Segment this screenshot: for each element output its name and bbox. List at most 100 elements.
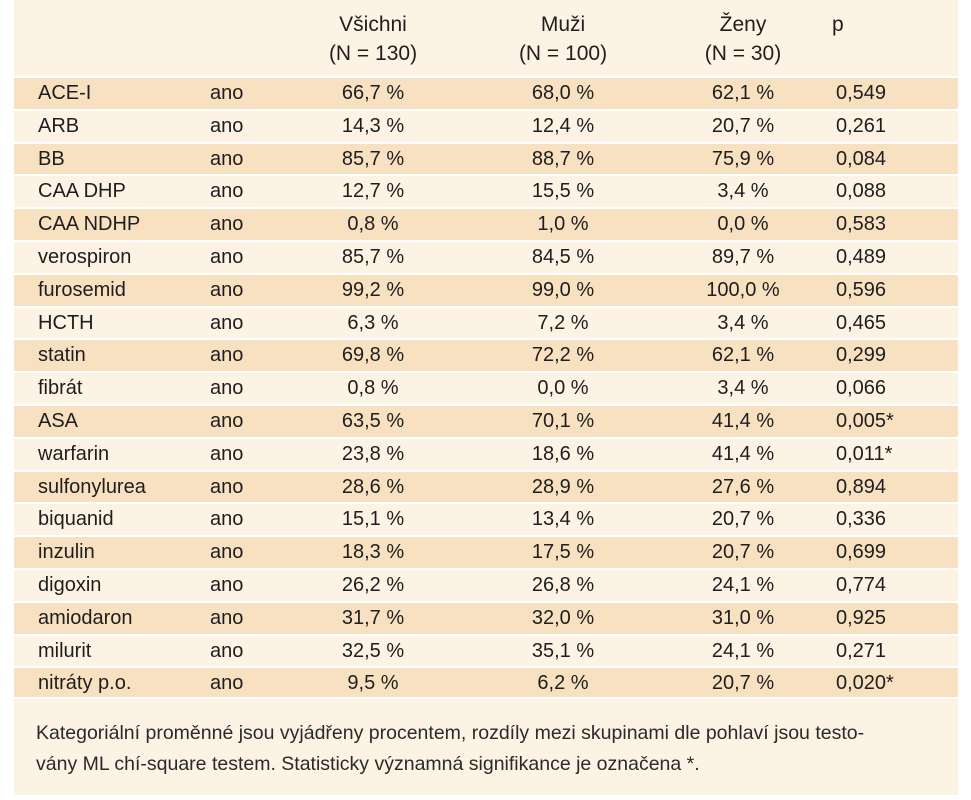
row-answer: ano [210, 82, 244, 104]
footnote-line-1: Kategoriální proměnné jsou vyjádřeny pro… [36, 722, 865, 744]
row-women-value: 24,1 % [711, 639, 775, 662]
row-men-value: 32,0 % [531, 606, 595, 629]
row-women-value: 0,0 % [717, 213, 769, 236]
row-all-value: 85,7 % [341, 245, 405, 268]
table-row: HCTH ano 6,3 % 7,2 % 3,4 % 0,465 [14, 305, 958, 339]
table-row: ASA ano 63,5 % 70,1 % 41,4 % 0,005* [14, 403, 958, 437]
row-answer: ano [210, 213, 244, 236]
row-women-value: 3,4 % [717, 180, 769, 203]
header-women: Ženy (N = 30) [678, 10, 808, 68]
row-answer: ano [210, 147, 244, 170]
row-name: CAA NDHP [38, 213, 141, 236]
table-row: milurit ano 32,5 % 35,1 % 24,1 % 0,271 [14, 633, 958, 667]
row-p-value: 0,005* [836, 409, 894, 432]
row-name: statin [38, 344, 86, 367]
row-answer: ano [210, 409, 244, 432]
row-p-value: 0,020* [836, 672, 894, 695]
row-women-value: 20,7 % [711, 508, 775, 531]
header-men-name: Muži [540, 13, 586, 36]
row-p-value: 0,261 [836, 114, 887, 137]
row-p-value: 0,774 [836, 573, 887, 596]
row-answer: ano [210, 377, 244, 400]
row-all-value: 32,5 % [341, 639, 405, 662]
row-men-value: 1,0 % [537, 213, 589, 236]
row-name: biquanid [38, 508, 114, 531]
row-men-value: 28,9 % [531, 475, 595, 498]
row-name: inzulin [38, 541, 95, 564]
row-answer: ano [210, 442, 244, 465]
row-name: CAA DHP [38, 180, 126, 203]
table-footnote: Kategoriální proměnné jsou vyjádřeny pro… [36, 718, 948, 780]
row-all-value: 0,8 % [347, 213, 399, 236]
row-men-value: 26,8 % [531, 573, 595, 596]
table-row: statin ano 69,8 % 72,2 % 62,1 % 0,299 [14, 338, 958, 372]
row-all-value: 12,7 % [341, 180, 405, 203]
row-women-value: 89,7 % [711, 245, 775, 268]
row-all-value: 0,8 % [347, 377, 399, 400]
row-answer: ano [210, 311, 244, 334]
table-row: BB ano 85,7 % 88,7 % 75,9 % 0,084 [14, 141, 958, 175]
table-row: fibrát ano 0,8 % 0,0 % 3,4 % 0,066 [14, 371, 958, 404]
row-men-value: 99,0 % [531, 278, 595, 301]
row-answer: ano [210, 508, 244, 531]
row-p-value: 0,699 [836, 541, 887, 564]
row-p-value: 0,011* [836, 442, 893, 465]
row-answer: ano [210, 278, 244, 301]
table-header: Všichni (N = 130) Muži (N = 100) Ženy (N… [14, 0, 958, 76]
row-all-value: 63,5 % [341, 409, 405, 432]
header-all-name: Všichni [339, 13, 407, 36]
row-women-value: 20,7 % [711, 114, 775, 137]
row-men-value: 18,6 % [531, 442, 595, 465]
row-p-value: 0,894 [836, 475, 887, 498]
header-p-name: p [832, 13, 844, 36]
table-row: CAA DHP ano 12,7 % 15,5 % 3,4 % 0,088 [14, 174, 958, 208]
row-name: HCTH [38, 311, 94, 334]
row-answer: ano [210, 475, 244, 498]
row-name: verospiron [38, 245, 132, 268]
row-p-value: 0,596 [836, 278, 887, 301]
row-all-value: 6,3 % [347, 311, 399, 334]
row-men-value: 88,7 % [531, 147, 595, 170]
row-name: milurit [38, 639, 92, 662]
header-p: p [832, 10, 872, 39]
row-women-value: 27,6 % [711, 475, 775, 498]
row-men-value: 70,1 % [531, 409, 595, 432]
row-name: warfarin [38, 442, 110, 465]
table-row: CAA NDHP ano 0,8 % 1,0 % 0,0 % 0,583 [14, 207, 958, 240]
row-name: nitráty p.o. [38, 672, 132, 695]
row-men-value: 72,2 % [531, 344, 595, 367]
table-row: warfarin ano 23,8 % 18,6 % 41,4 % 0,011* [14, 436, 958, 470]
table-row: amiodaron ano 31,7 % 32,0 % 31,0 % 0,925 [14, 600, 958, 634]
row-name: furosemid [38, 278, 126, 301]
row-p-value: 0,489 [836, 245, 887, 268]
row-answer: ano [210, 541, 244, 564]
table-row: ACE-I ano 66,7 % 68,0 % 62,1 % 0,549 [14, 76, 958, 109]
table-row: nitráty p.o. ano 9,5 % 6,2 % 20,7 % 0,020* [14, 666, 958, 700]
table-row: inzulin ano 18,3 % 17,5 % 20,7 % 0,699 [14, 535, 958, 568]
row-all-value: 14,3 % [341, 114, 405, 137]
row-name: BB [38, 147, 65, 170]
row-answer: ano [210, 180, 244, 203]
table-row: digoxin ano 26,2 % 26,8 % 24,1 % 0,774 [14, 567, 958, 601]
row-name: fibrát [38, 377, 83, 400]
row-p-value: 0,925 [836, 606, 887, 629]
row-men-value: 84,5 % [531, 245, 595, 268]
row-women-value: 75,9 % [711, 147, 775, 170]
row-answer: ano [210, 344, 244, 367]
row-p-value: 0,465 [836, 311, 887, 334]
row-men-value: 35,1 % [531, 639, 595, 662]
row-men-value: 13,4 % [531, 508, 595, 531]
header-all-n: (N = 130) [328, 42, 418, 65]
row-men-value: 17,5 % [531, 541, 595, 564]
row-name: digoxin [38, 573, 102, 596]
row-p-value: 0,084 [836, 147, 887, 170]
row-all-value: 99,2 % [341, 278, 405, 301]
row-answer: ano [210, 606, 244, 629]
row-women-value: 31,0 % [711, 606, 775, 629]
row-name: ACE-I [38, 82, 92, 104]
row-p-value: 0,066 [836, 377, 887, 400]
row-all-value: 26,2 % [341, 573, 405, 596]
row-women-value: 3,4 % [717, 311, 769, 334]
table-row: biquanid ano 15,1 % 13,4 % 20,7 % 0,336 [14, 502, 958, 536]
header-women-name: Ženy [719, 13, 767, 36]
